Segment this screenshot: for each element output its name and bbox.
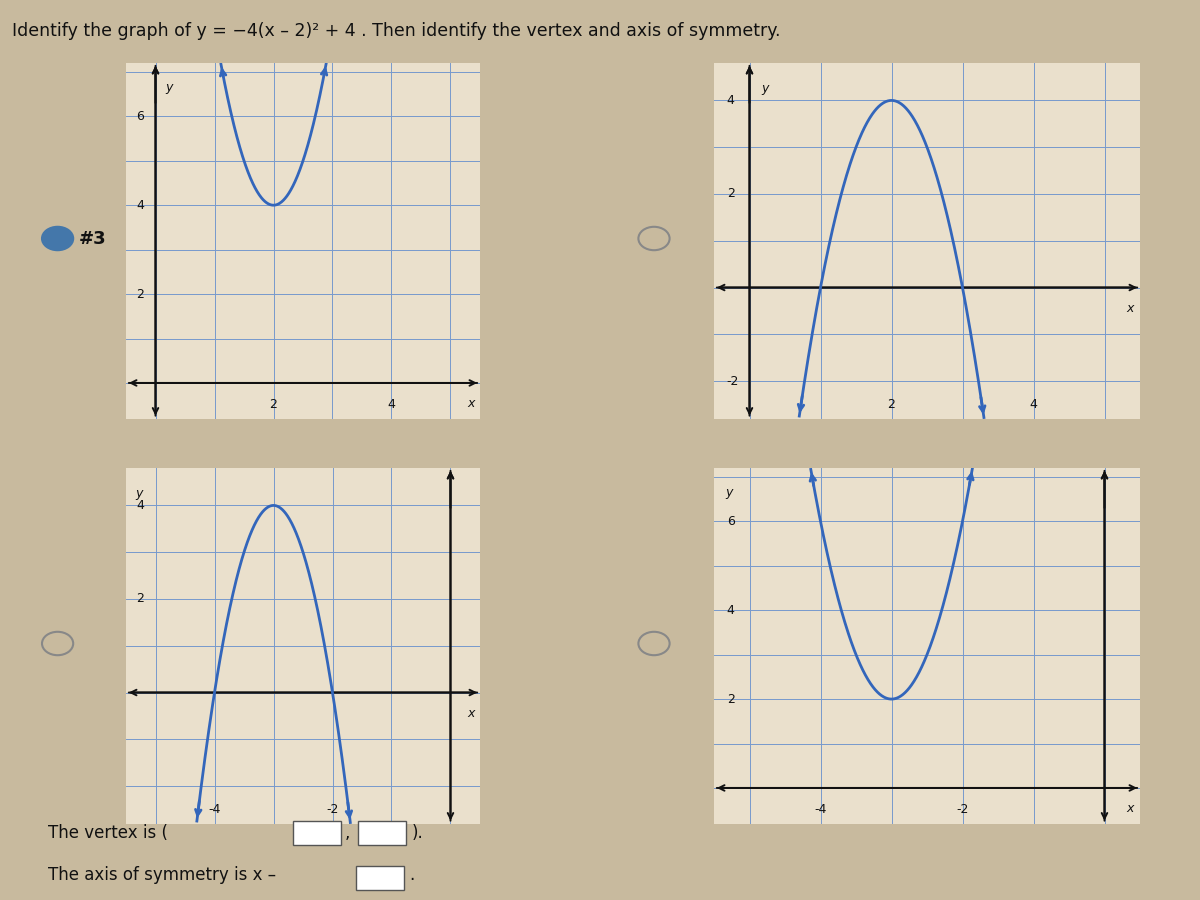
Text: ,: , bbox=[344, 824, 349, 842]
Text: y: y bbox=[725, 486, 733, 499]
Text: x: x bbox=[1127, 802, 1134, 815]
Text: 2: 2 bbox=[727, 693, 734, 706]
FancyBboxPatch shape bbox=[358, 821, 406, 845]
Text: -2: -2 bbox=[956, 804, 968, 816]
Text: -2: -2 bbox=[727, 374, 739, 388]
Text: 4: 4 bbox=[137, 499, 144, 512]
Text: 4: 4 bbox=[1030, 399, 1038, 411]
Text: -2: -2 bbox=[326, 804, 338, 816]
Text: The vertex is (: The vertex is ( bbox=[48, 824, 168, 842]
Text: -4: -4 bbox=[209, 804, 221, 816]
Text: x: x bbox=[467, 397, 475, 410]
Text: 4: 4 bbox=[137, 199, 144, 212]
Text: 4: 4 bbox=[727, 94, 734, 107]
Text: 6: 6 bbox=[137, 110, 144, 122]
Text: 2: 2 bbox=[888, 399, 895, 411]
Text: x: x bbox=[467, 706, 475, 720]
Text: Identify the graph of y = −4(x – 2)² + 4 . Then identify the vertex and axis of : Identify the graph of y = −4(x – 2)² + 4… bbox=[12, 22, 780, 40]
Text: x: x bbox=[1127, 302, 1134, 315]
Text: 2: 2 bbox=[137, 288, 144, 301]
Text: y: y bbox=[136, 487, 143, 500]
FancyBboxPatch shape bbox=[293, 821, 341, 845]
Text: 4: 4 bbox=[727, 604, 734, 617]
Text: 4: 4 bbox=[388, 399, 396, 411]
Text: y: y bbox=[761, 82, 768, 94]
Text: ).: ). bbox=[412, 824, 424, 842]
Text: -4: -4 bbox=[815, 804, 827, 816]
Text: 2: 2 bbox=[270, 399, 277, 411]
Text: The axis of symmetry is x –: The axis of symmetry is x – bbox=[48, 866, 276, 884]
Text: 6: 6 bbox=[727, 515, 734, 527]
Text: #3: #3 bbox=[79, 230, 107, 248]
Text: 2: 2 bbox=[137, 592, 144, 606]
Text: .: . bbox=[409, 866, 414, 884]
FancyBboxPatch shape bbox=[356, 866, 404, 890]
Text: 2: 2 bbox=[727, 187, 734, 201]
Text: y: y bbox=[164, 81, 173, 94]
